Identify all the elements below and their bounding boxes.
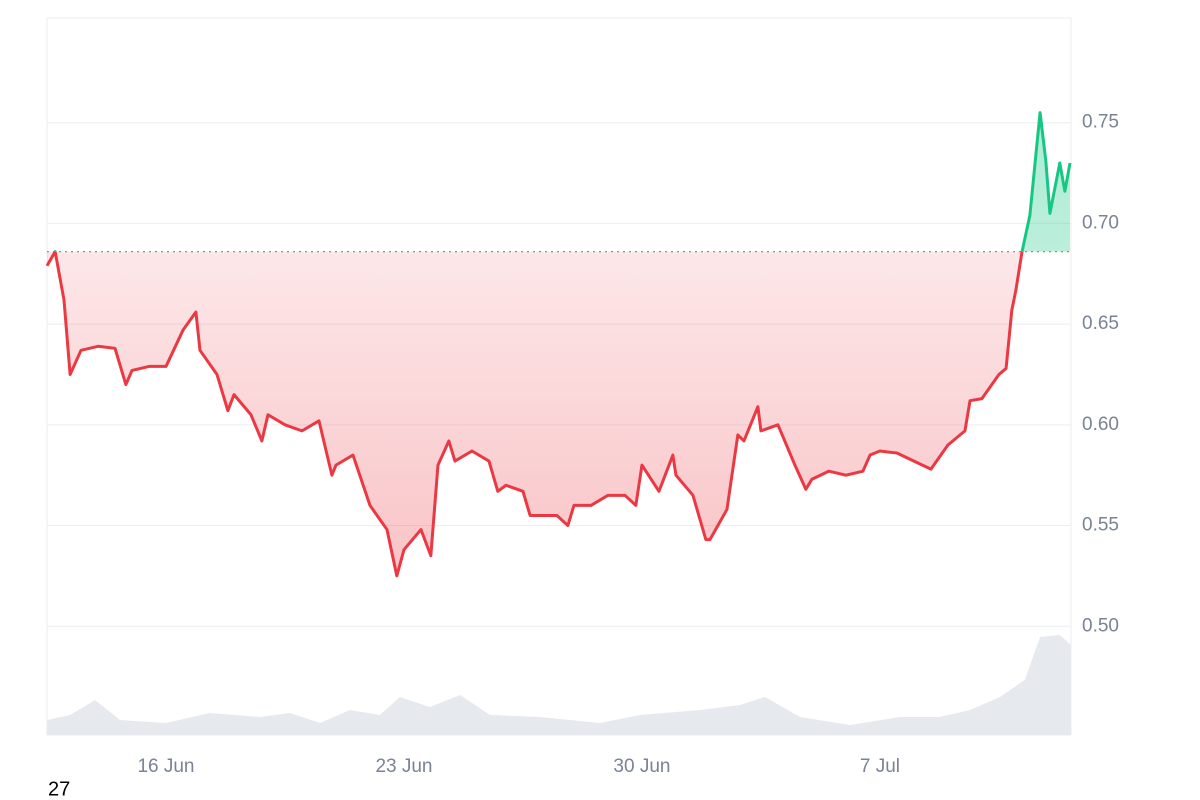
y-tick-label: 0.75 xyxy=(1082,112,1119,133)
area-below xyxy=(47,251,1023,576)
footer-text: 27 xyxy=(48,778,70,800)
volume-area xyxy=(47,635,1071,735)
x-tick-label: 16 Jun xyxy=(137,756,194,777)
y-tick-label: 0.55 xyxy=(1082,515,1119,536)
y-tick-label: 0.50 xyxy=(1082,615,1119,636)
y-tick-label: 0.70 xyxy=(1082,212,1119,233)
x-tick-label: 23 Jun xyxy=(375,756,432,777)
y-tick-label: 0.65 xyxy=(1082,313,1119,334)
y-tick-label: 0.60 xyxy=(1082,414,1119,435)
x-tick-label: 30 Jun xyxy=(613,756,670,777)
price-line-down xyxy=(45,251,1024,578)
x-tick-label: 7 Jul xyxy=(860,756,900,777)
